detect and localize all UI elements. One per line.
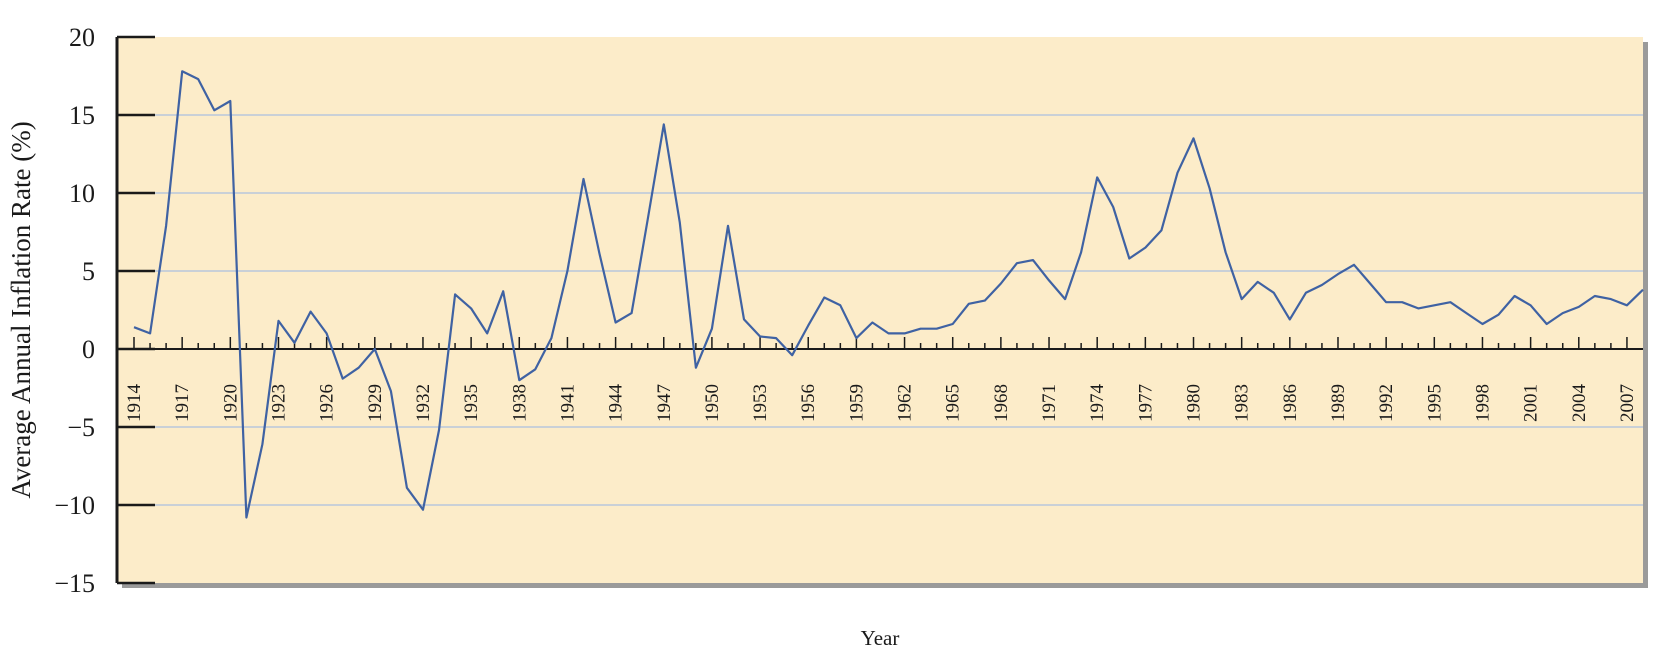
x-tick-label: 1926 xyxy=(317,384,338,422)
x-tick-label: 1920 xyxy=(220,384,241,422)
y-axis-label: Average Annual Inflation Rate (%) xyxy=(6,121,36,498)
x-tick-label: 1956 xyxy=(798,384,819,422)
x-tick-label: 1947 xyxy=(654,384,675,422)
x-tick-label: 1938 xyxy=(509,384,530,422)
y-tick-label: −15 xyxy=(54,569,95,598)
x-tick-label: 1968 xyxy=(991,384,1012,422)
y-tick-label: −5 xyxy=(67,413,95,442)
gridlines xyxy=(117,114,1643,506)
x-tick-label: 1932 xyxy=(413,384,434,422)
y-axis: 20 15 10 5 0 −5 −10 −15 xyxy=(54,23,155,598)
y-tick-label: 5 xyxy=(82,257,95,286)
x-tick-label: 1974 xyxy=(1087,384,1108,423)
x-tick-label: 1959 xyxy=(846,384,867,422)
x-tick-label: 1995 xyxy=(1424,384,1445,422)
y-tick-label: 20 xyxy=(69,23,95,52)
x-tick-label: 1941 xyxy=(557,384,578,422)
y-tick-label: 10 xyxy=(69,179,95,208)
x-tick-label: 1935 xyxy=(461,384,482,422)
series-group xyxy=(133,70,1644,519)
x-tick-label: 1965 xyxy=(943,384,964,422)
x-tick-label: 1950 xyxy=(702,384,723,422)
x-tick-label: 1953 xyxy=(750,384,771,422)
x-tick-label: 1923 xyxy=(268,384,289,422)
plot-background xyxy=(117,37,1643,583)
x-tick-label: 1962 xyxy=(895,384,916,422)
x-tick-label: 2004 xyxy=(1569,384,1590,423)
x-tick-label: 1977 xyxy=(1135,384,1156,422)
y-tick-label: 0 xyxy=(82,335,95,364)
x-tick-label: 2007 xyxy=(1617,384,1638,422)
y-tick-label: 15 xyxy=(69,101,95,130)
x-tick-label: 2001 xyxy=(1521,384,1542,422)
x-axis-label: Year xyxy=(861,626,900,650)
x-tick-label: 1986 xyxy=(1280,384,1301,422)
inflation-series-line xyxy=(133,70,1644,519)
x-tick-label: 1992 xyxy=(1376,384,1397,422)
x-tick-label: 1989 xyxy=(1328,384,1349,422)
x-tick-label: 1971 xyxy=(1039,384,1060,422)
x-tick-label: 1944 xyxy=(606,384,627,423)
x-tick-label: 1980 xyxy=(1184,384,1205,422)
x-tick-label: 1983 xyxy=(1232,384,1253,422)
x-tick-label: 1914 xyxy=(124,384,145,423)
x-tick-label: 1917 xyxy=(172,384,193,422)
x-tick-label: 1998 xyxy=(1472,384,1493,422)
x-axis: 1914 1917 1920 1923 1926 1929 1932 1935 1938 1941… xyxy=(117,337,1643,422)
y-tick-label: −10 xyxy=(54,491,95,520)
x-tick-label: 1929 xyxy=(365,384,386,422)
